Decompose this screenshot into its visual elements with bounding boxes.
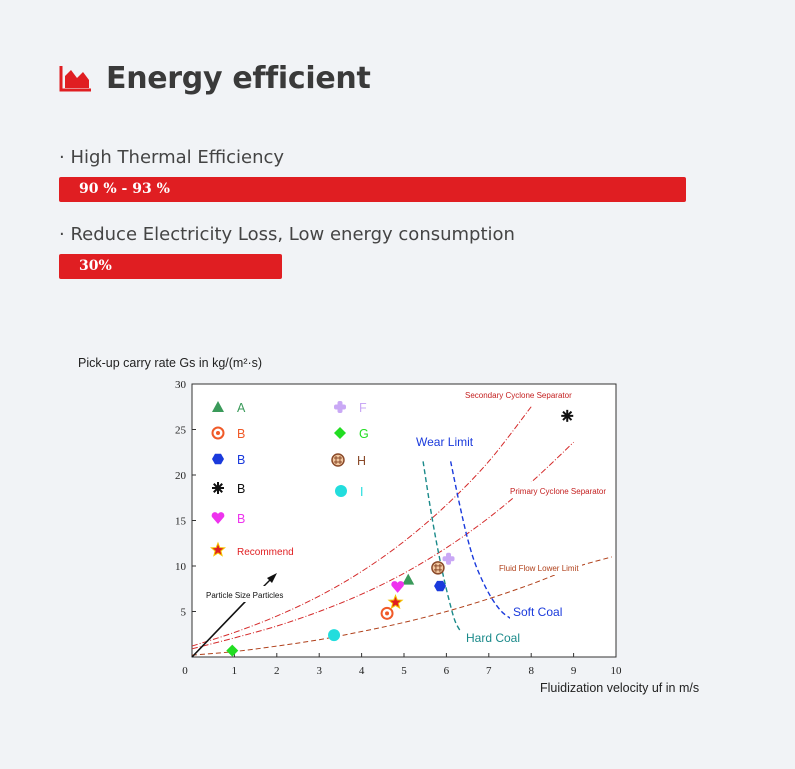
page-title: Energy efficient bbox=[106, 60, 371, 96]
progress-bar-value: 90 % - 93 % bbox=[79, 181, 170, 197]
secondary-cyclone-label-box bbox=[462, 386, 580, 402]
legend-item-box bbox=[355, 482, 409, 499]
x-tick-label: 4 bbox=[359, 665, 365, 677]
legend-item-label: B bbox=[237, 512, 245, 526]
x-tick-label: 5 bbox=[401, 665, 407, 677]
data-point bbox=[391, 581, 404, 593]
x-tick-label: 9 bbox=[571, 665, 577, 677]
legend-item-label: G bbox=[359, 427, 369, 441]
soft-coal-label-box bbox=[510, 602, 586, 620]
legend-item-box bbox=[232, 509, 286, 526]
fluid-flow-lower-limit-label-box bbox=[496, 559, 582, 575]
legend-marker-icon bbox=[334, 401, 346, 413]
x-tick-label: 1 bbox=[232, 665, 238, 677]
y-tick-label: 25 bbox=[175, 425, 187, 437]
y-tick-label: 20 bbox=[175, 470, 187, 482]
fluid-flow-lower-limit-curve bbox=[191, 556, 612, 656]
legend-marker-icon bbox=[335, 485, 347, 497]
x-tick-label: 6 bbox=[444, 665, 450, 677]
legend-marker-icon bbox=[334, 427, 346, 439]
feature-label-thermal: · High Thermal Efficiency bbox=[59, 147, 285, 168]
x-axis-label: Fluidization velocity uf in m/s bbox=[540, 681, 699, 695]
legend-item-label: A bbox=[237, 401, 246, 415]
legend-item-label: Recommend bbox=[237, 547, 294, 558]
wear-limit-label-box bbox=[413, 432, 489, 450]
hard-coal-label: Hard Coal bbox=[466, 631, 520, 645]
data-point bbox=[328, 629, 341, 642]
data-point bbox=[387, 594, 404, 610]
progress-bar-value: 30% bbox=[79, 258, 112, 274]
legend-item-label: I bbox=[360, 485, 363, 499]
wear-limit-label: Wear Limit bbox=[416, 435, 474, 449]
section-header: Energy efficient bbox=[59, 58, 371, 98]
x-tick-label: 10 bbox=[611, 665, 623, 677]
legend-marker-icon bbox=[212, 401, 224, 412]
soft-coal-label: Soft Coal bbox=[513, 605, 562, 619]
fluidization-chart: Pick-up carry rate Gs in kg/(m²·s) Fluidi… bbox=[78, 356, 699, 695]
feature-label-electricity: · Reduce Electricity Loss, Low energy co… bbox=[59, 224, 515, 245]
y-axis-label: Pick-up carry rate Gs in kg/(m²·s) bbox=[78, 356, 262, 370]
legend-item-box bbox=[232, 541, 314, 558]
area-chart-icon bbox=[59, 66, 91, 92]
x-tick-label: 3 bbox=[316, 665, 322, 677]
data-point bbox=[561, 409, 574, 422]
primary-cyclone-label: Primary Cyclone Separator bbox=[510, 487, 606, 496]
x-tick-label: 8 bbox=[528, 665, 534, 677]
arrow-shaft bbox=[261, 574, 276, 589]
legend-item-box bbox=[232, 479, 286, 496]
legend-item-box bbox=[352, 451, 406, 468]
hard-coal-curve bbox=[422, 461, 462, 633]
fluid-flow-lower-limit-label: Fluid Flow Lower Limit bbox=[499, 564, 579, 573]
y-tick-label: 30 bbox=[175, 379, 187, 391]
data-point bbox=[226, 644, 239, 657]
particle-size-arrow bbox=[191, 599, 248, 658]
data-point bbox=[442, 552, 455, 565]
legend-item-label: B bbox=[237, 482, 245, 496]
particle-size-label-box bbox=[203, 586, 287, 602]
legend-item-label: H bbox=[357, 454, 366, 468]
secondary-cyclone-label: Secondary Cyclone Separator bbox=[465, 391, 572, 400]
y-tick-label: 15 bbox=[175, 516, 187, 528]
legend-item-box bbox=[232, 424, 286, 441]
legend-marker-icon bbox=[210, 541, 226, 557]
legend-marker-icon bbox=[211, 426, 225, 440]
particle-size-label: Particle Size Particles bbox=[206, 591, 283, 600]
legend-marker-icon bbox=[331, 453, 345, 467]
secondary-cyclone-curve bbox=[191, 406, 532, 647]
legend-marker-icon bbox=[212, 453, 224, 465]
data-point bbox=[431, 561, 445, 575]
legend-item-label: B bbox=[237, 427, 245, 441]
legend-marker-icon bbox=[211, 512, 225, 524]
primary-cyclone-label-box bbox=[507, 482, 607, 498]
legend-item-box bbox=[232, 450, 286, 467]
x-tick-label: 0 bbox=[182, 665, 188, 677]
y-tick-label: 5 bbox=[181, 607, 187, 619]
legend-marker-icon bbox=[212, 482, 224, 494]
legend-item-label: F bbox=[359, 401, 367, 415]
legend-item-label: B bbox=[237, 453, 245, 467]
primary-cyclone-curve bbox=[191, 441, 574, 650]
progress-bar-electricity: 30% bbox=[59, 254, 282, 279]
legend-item-box bbox=[354, 398, 408, 415]
legend-item-box bbox=[354, 424, 408, 441]
data-point bbox=[402, 573, 415, 585]
y-tick-label: 10 bbox=[175, 561, 187, 573]
x-tick-label: 7 bbox=[486, 665, 492, 677]
progress-bar-thermal: 90 % - 93 % bbox=[59, 177, 686, 202]
x-tick-label: 2 bbox=[274, 665, 280, 677]
legend-item-box bbox=[232, 398, 286, 415]
wear-limit-curve bbox=[449, 461, 515, 622]
data-point bbox=[434, 580, 447, 592]
data-point bbox=[380, 606, 394, 620]
hard-coal-label-box bbox=[463, 628, 539, 646]
